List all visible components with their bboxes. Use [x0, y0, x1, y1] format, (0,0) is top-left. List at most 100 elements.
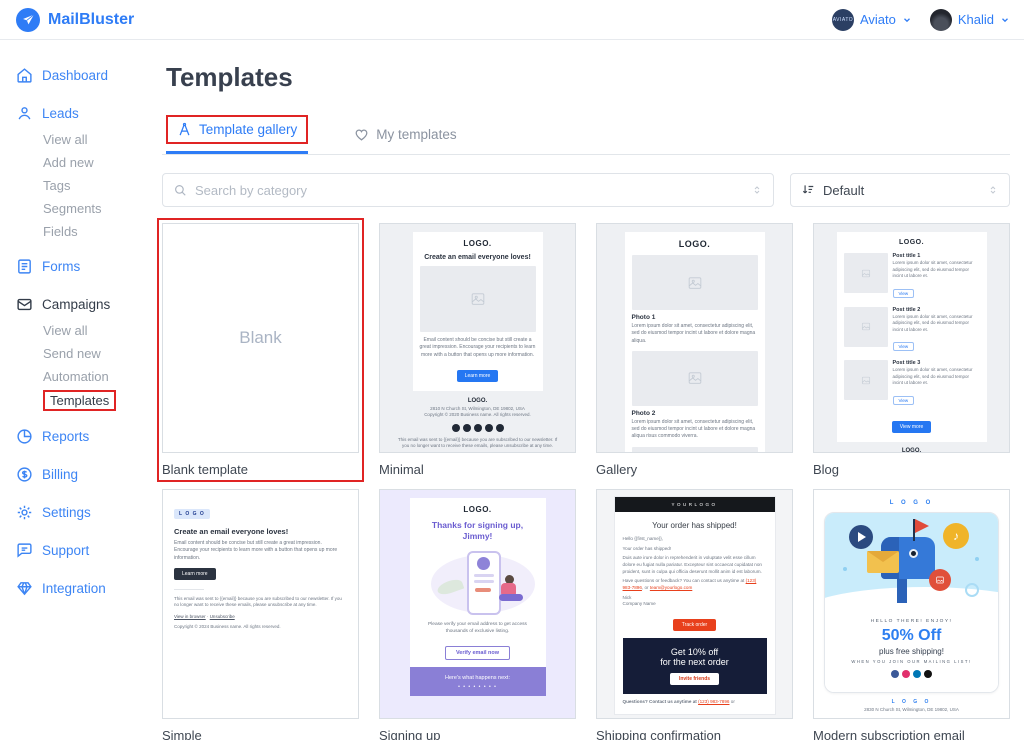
sort-dropdown[interactable]: Default — [790, 173, 1010, 207]
promo-banner: Get 10% off for the next order Invite fr… — [622, 637, 767, 694]
sidebar-item-campaigns[interactable]: Campaigns — [16, 290, 142, 319]
template-card-simple[interactable]: L O G O Create an email everyone loves! … — [162, 489, 359, 740]
photo-title: Photo 2 — [631, 409, 656, 417]
caption-text: WHEN YOU JOIN OUR MAILING LIST! — [851, 659, 972, 664]
image-placeholder — [419, 266, 536, 332]
email-logo: YOURLOGO — [614, 497, 775, 512]
email-body: Email content should be concise but stil… — [174, 540, 338, 561]
tab-label: Template gallery — [199, 122, 298, 137]
blank-preview-text: Blank — [239, 328, 282, 347]
photo-text: Lorem ipsum dolor sit amet, consectetur … — [631, 323, 756, 344]
template-card-blog[interactable]: LOGO. Post title 1 Lorem ipsum dolor sit… — [813, 223, 1010, 477]
tabs: Template gallery My templates — [162, 115, 1010, 155]
brand-logo[interactable]: MailBluster — [16, 7, 135, 32]
chat-icon — [16, 542, 33, 559]
user-avatar — [929, 8, 952, 31]
view-in-browser-link: View in browser — [174, 613, 206, 619]
email-footer-logo: LOGO. — [901, 447, 922, 453]
view-button: View — [892, 288, 915, 298]
photo-title: Photo 1 — [631, 314, 656, 321]
template-label: Blank template — [162, 462, 248, 477]
offer-sub-text: plus free shipping! — [879, 647, 944, 656]
chevron-updown-icon — [987, 183, 999, 197]
search-box — [162, 173, 774, 207]
search-icon — [175, 185, 186, 196]
footer-dots: • • • • • • • • — [458, 684, 497, 690]
account-dropdown[interactable]: AVIATO Aviato — [831, 8, 912, 31]
email-copyright: Copyright © 2024 Business name. All righ… — [174, 623, 281, 629]
sidebar-item-segments[interactable]: Segments — [43, 201, 102, 216]
learn-more-button: Learn more — [456, 369, 499, 382]
template-label: Simple — [162, 728, 202, 740]
photo-text: Lorem ipsum dolor sit amet, consectetur … — [631, 418, 756, 440]
sidebar-item-integration[interactable]: Integration — [16, 574, 142, 603]
sidebar-item-automation[interactable]: Automation — [43, 369, 109, 384]
sidebar-item-fields[interactable]: Fields — [43, 224, 78, 239]
person-icon — [16, 105, 33, 122]
sidebar-item-tags[interactable]: Tags — [43, 178, 71, 193]
sidebar-item-dashboard[interactable]: Dashboard — [16, 61, 142, 90]
template-card-minimal[interactable]: LOGO. Create an email everyone loves! Em… — [379, 223, 576, 477]
paper-plane-icon — [16, 7, 40, 32]
sidebar-item-leads[interactable]: Leads — [16, 99, 142, 128]
view-button: View — [892, 395, 915, 405]
gem-icon — [16, 580, 33, 597]
sidebar-label: Dashboard — [42, 68, 109, 83]
template-card-modern[interactable]: L O G O — [813, 489, 1010, 740]
email-footer: Questions? Contact us anytime at (123) 9… — [622, 698, 735, 704]
email-body: Email content should be concise but stil… — [419, 337, 536, 358]
blog-post-row: Post title 3 Lorem ipsum dolor sit amet,… — [843, 360, 980, 407]
email-logo: LOGO. — [463, 505, 492, 514]
envelope-icon — [16, 296, 33, 313]
form-icon — [16, 258, 33, 275]
email-logo: LOGO. — [898, 239, 925, 246]
tab-my-templates[interactable]: My templates — [354, 115, 457, 154]
user-name: Khalid — [957, 12, 994, 27]
tab-template-gallery[interactable]: Template gallery — [166, 115, 309, 154]
dollar-icon — [16, 466, 33, 483]
chevron-updown-icon[interactable] — [751, 183, 763, 197]
sort-value: Default — [823, 182, 865, 198]
post-title: Post title 3 — [892, 360, 921, 367]
sidebar-label: Leads — [42, 106, 79, 121]
email-heading: Create an email everyone loves! — [424, 254, 531, 261]
email-sign: Nick — [622, 594, 632, 600]
sidebar-item-send-new[interactable]: Send new — [43, 346, 101, 361]
sidebar-item-leads-add-new[interactable]: Add new — [43, 155, 94, 170]
social-icons — [380, 423, 575, 432]
home-icon — [16, 67, 33, 84]
sidebar-item-reports[interactable]: Reports — [16, 422, 142, 451]
email-unsubscribe: This email was sent to {{email}} because… — [174, 595, 342, 608]
sidebar-item-forms[interactable]: Forms — [16, 252, 142, 281]
toolbar: Default — [162, 173, 1010, 207]
template-card-shipping[interactable]: YOURLOGO Your order has shipped! Hello {… — [596, 489, 793, 740]
page-title: Templates — [166, 62, 293, 92]
tab-label: My templates — [376, 127, 457, 142]
post-title: Post title 2 — [892, 306, 921, 313]
sidebar-item-billing[interactable]: Billing — [16, 460, 142, 489]
sidebar-item-settings[interactable]: Settings — [16, 498, 142, 527]
email-contact: Have questions or feedback? You can cont… — [622, 578, 757, 590]
sidebar-item-leads-view-all[interactable]: View all — [43, 132, 88, 147]
sidebar-item-templates[interactable]: Templates — [16, 388, 142, 413]
sidebar: Dashboard Leads View all Add new Tags Se… — [0, 40, 150, 740]
image-placeholder — [631, 255, 758, 310]
image-placeholder — [843, 360, 888, 401]
search-input[interactable] — [195, 182, 743, 198]
track-order-button: Track order — [672, 618, 717, 631]
link-separator: · — [205, 613, 210, 619]
brand-name: MailBluster — [48, 10, 135, 28]
chevron-down-icon — [903, 17, 910, 22]
verify-email-button: Verify email now — [444, 646, 511, 660]
template-card-blank[interactable]: Blank Blank template — [157, 218, 364, 482]
template-label: Signing up — [379, 728, 441, 740]
gear-icon — [16, 504, 33, 521]
sidebar-item-campaigns-view-all[interactable]: View all — [43, 323, 88, 338]
account-avatar: AVIATO — [831, 8, 854, 31]
user-dropdown[interactable]: Khalid — [929, 8, 1010, 31]
image-placeholder — [843, 253, 888, 293]
mailbox-illustration: ♪ — [825, 513, 998, 611]
sidebar-item-support[interactable]: Support — [16, 536, 142, 565]
template-card-signing-up[interactable]: LOGO. Thanks for signing up, Jimmy! — [379, 489, 576, 740]
template-card-gallery[interactable]: LOGO. Photo 1 Lorem ipsum dolor sit amet… — [596, 223, 793, 477]
